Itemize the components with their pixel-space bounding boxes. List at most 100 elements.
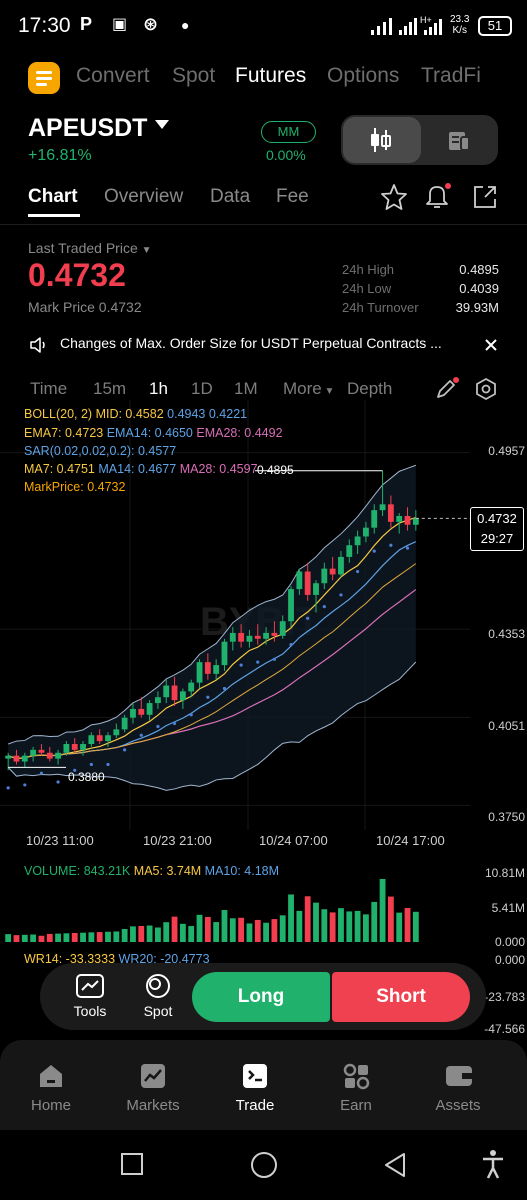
star-icon[interactable]: [380, 183, 408, 211]
notice-bar[interactable]: [0, 326, 527, 362]
price-chart[interactable]: BYBIT: [0, 400, 527, 960]
wr-axis-1: 0.000: [494, 953, 525, 967]
candle-body: [171, 685, 178, 701]
volume-bar: [246, 923, 253, 942]
candle-body: [288, 589, 294, 622]
last-traded-price-label[interactable]: Last Traded Price ▼: [28, 240, 152, 256]
long-button[interactable]: Long: [192, 972, 330, 1022]
tab-chart[interactable]: Chart: [28, 186, 78, 207]
tf-more[interactable]: More ▼: [283, 379, 335, 398]
y-tick-1: 0.4957: [488, 444, 525, 458]
wr-axis-2: -23.783: [484, 990, 525, 1004]
volume-bar: [113, 931, 120, 942]
menu-button[interactable]: [28, 62, 60, 94]
accessibility-icon[interactable]: [480, 1148, 506, 1180]
markets-icon[interactable]: [139, 1062, 167, 1090]
system-nav: [0, 1130, 527, 1200]
home-icon[interactable]: [37, 1062, 65, 1090]
mm-value: 0.00%: [266, 147, 306, 163]
candle-body: [146, 703, 153, 715]
candle-body: [338, 556, 344, 575]
tab-futures[interactable]: Futures: [235, 64, 307, 87]
sar-dot: [289, 643, 293, 647]
nav-home[interactable]: Home: [30, 1097, 71, 1114]
network-speed: 23.3 K/s: [450, 14, 470, 36]
nav-markets[interactable]: Markets: [126, 1097, 180, 1114]
sar-dot: [222, 686, 227, 691]
tab-convert[interactable]: Convert: [76, 64, 150, 87]
tab-tradfi[interactable]: TradFi: [421, 64, 481, 87]
header-divider: [0, 224, 527, 225]
bell-icon[interactable]: [423, 181, 453, 211]
nav-earn[interactable]: Earn: [340, 1097, 372, 1114]
last-traded-price: 0.4732: [28, 257, 126, 293]
signal-icon: [371, 18, 392, 35]
candle-body: [179, 691, 186, 701]
earn-icon[interactable]: [342, 1062, 370, 1090]
sar-dot: [39, 771, 44, 775]
sar-dot: [123, 748, 127, 752]
tools-icon[interactable]: [75, 972, 105, 1000]
volume-bar: [229, 918, 236, 942]
sar-legend: SAR(0.02,0.02,0.2): 0.4577: [24, 444, 177, 458]
volume-bar: [121, 928, 128, 942]
candle-body: [229, 632, 236, 642]
spot-label[interactable]: Spot: [143, 1003, 173, 1019]
current-price-tag[interactable]: 0.4732 29:27: [470, 507, 524, 551]
tf-time[interactable]: Time: [30, 379, 68, 398]
assets-icon[interactable]: [444, 1062, 474, 1090]
tab-spot[interactable]: Spot: [172, 64, 216, 87]
candle-body: [138, 708, 145, 715]
tf-depth[interactable]: Depth: [347, 379, 393, 398]
volume-bar: [213, 922, 220, 942]
tf-1d[interactable]: 1D: [191, 379, 213, 398]
candle-body: [204, 662, 211, 674]
nav-trade[interactable]: Trade: [235, 1097, 275, 1114]
tf-1h[interactable]: 1h: [149, 379, 168, 398]
tab-options[interactable]: Options: [327, 64, 400, 87]
draw-pencil-icon[interactable]: [434, 377, 460, 401]
sar-dot: [339, 593, 343, 597]
close-icon[interactable]: [484, 338, 498, 352]
candlestick-view-icon[interactable]: [367, 126, 393, 154]
orderbook-view-icon[interactable]: [447, 129, 471, 153]
candle-body: [254, 635, 261, 639]
volume-bar: [71, 932, 78, 942]
sar-dot: [389, 543, 393, 547]
low-marker: 0.3880: [68, 770, 105, 784]
tf-15m[interactable]: 15m: [93, 379, 127, 398]
volume-bar: [21, 934, 28, 942]
tools-label[interactable]: Tools: [73, 1003, 107, 1019]
volume-bar: [138, 925, 145, 942]
tab-data[interactable]: Data: [210, 186, 251, 207]
candle-body: [354, 536, 361, 546]
volume-bar: [80, 932, 86, 942]
symbol-name[interactable]: APEUSDT: [28, 114, 148, 142]
candle-body: [155, 697, 161, 704]
mm-badge[interactable]: MM: [261, 121, 316, 143]
recent-apps-icon[interactable]: [120, 1152, 144, 1176]
volume-bar: [171, 916, 178, 942]
volume-bar: [338, 908, 344, 942]
candle-body: [113, 729, 120, 736]
candle-body: [304, 571, 311, 595]
candle-body: [130, 708, 136, 718]
home-circle-icon[interactable]: [250, 1151, 278, 1179]
symbol-dropdown-icon[interactable]: [155, 120, 169, 129]
nav-assets[interactable]: Assets: [435, 1097, 481, 1114]
candle-body: [271, 632, 278, 636]
volume-bar: [371, 901, 378, 942]
trade-icon[interactable]: [241, 1062, 269, 1090]
tf-1m[interactable]: 1M: [234, 379, 258, 398]
spot-icon[interactable]: [143, 972, 173, 1000]
tab-overview[interactable]: Overview: [104, 186, 184, 207]
chart-settings-icon[interactable]: [474, 377, 498, 401]
tab-fee[interactable]: Fee: [276, 186, 309, 207]
volume-bar: [238, 917, 245, 942]
candle-body: [363, 527, 369, 537]
mark-price: Mark Price 0.4732: [28, 299, 142, 315]
notice-text[interactable]: Changes of Max. Order Size for USDT Perp…: [60, 335, 442, 351]
short-button[interactable]: Short: [332, 972, 470, 1022]
back-icon[interactable]: [382, 1151, 408, 1179]
share-icon[interactable]: [471, 183, 499, 211]
